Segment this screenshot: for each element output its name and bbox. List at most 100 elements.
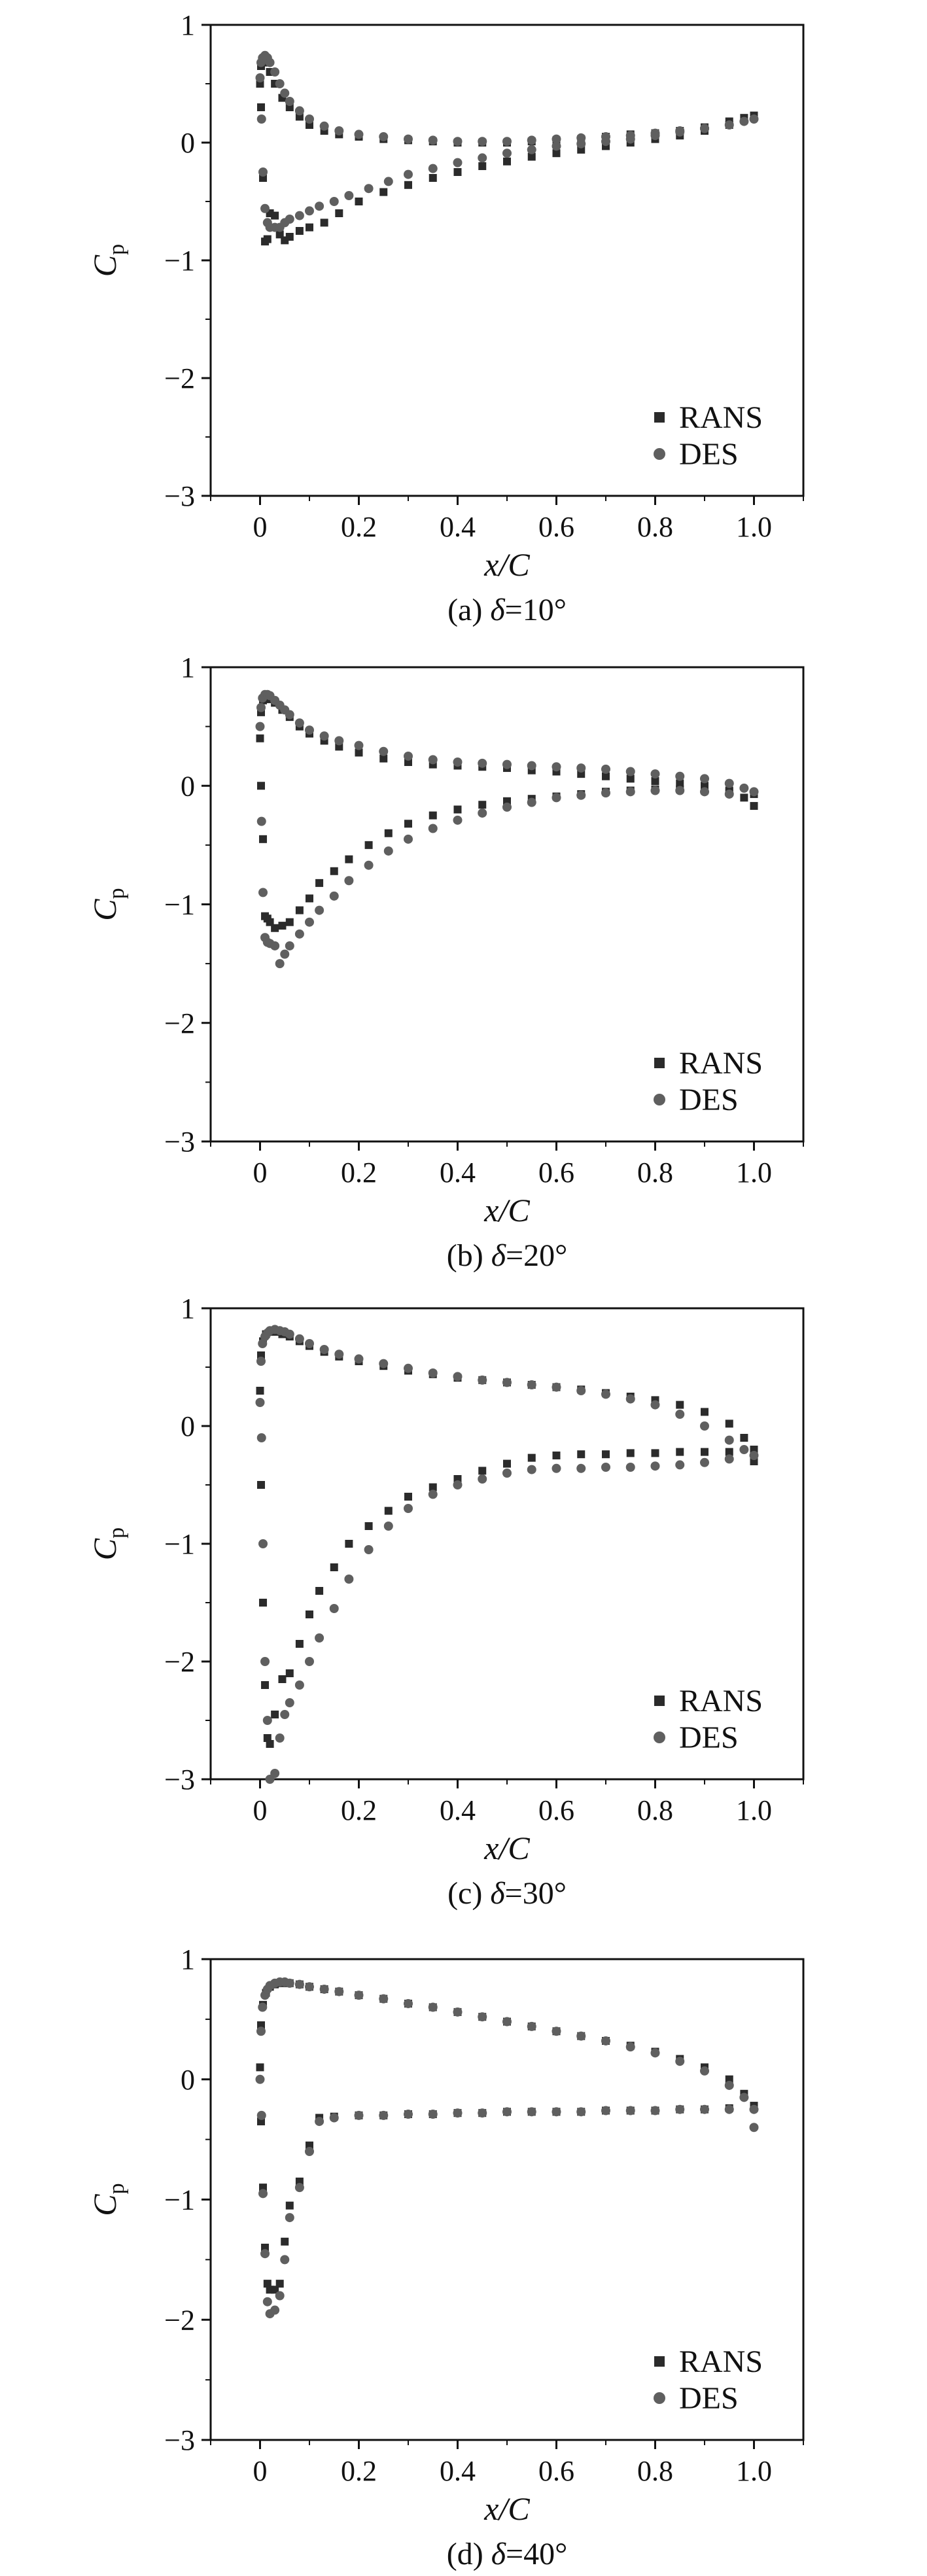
y-tick-label: 0: [181, 127, 195, 159]
data-point-des: [285, 97, 294, 106]
data-point-des: [260, 1657, 270, 1666]
data-point-des: [502, 137, 512, 147]
data-point-des: [305, 917, 314, 927]
data-point-des: [551, 1382, 561, 1392]
series-des: [255, 1977, 759, 2319]
data-point-rans: [278, 1675, 287, 1683]
caption-symbol: δ: [491, 2537, 506, 2571]
data-point-des: [354, 1354, 364, 1364]
data-point-des: [650, 786, 660, 795]
data-point-des: [700, 774, 709, 784]
data-point-rans: [750, 802, 758, 810]
data-point-des: [294, 1680, 304, 1690]
data-point-des: [527, 1465, 536, 1474]
data-point-des: [305, 206, 314, 216]
y-tick-label: −3: [164, 2424, 195, 2456]
legend-marker-des: [654, 2392, 665, 2404]
data-point-des: [428, 135, 438, 145]
data-point-des: [329, 2113, 339, 2123]
data-point-des: [256, 1433, 266, 1442]
data-point-des: [275, 1733, 285, 1743]
data-point-des: [576, 763, 586, 773]
data-point-des: [344, 876, 354, 886]
y-axis-title-subscript: p: [105, 2183, 129, 2194]
data-point-des: [739, 2093, 749, 2102]
data-point-des: [453, 1372, 463, 1382]
data-point-des: [527, 1380, 536, 1389]
data-point-des: [364, 1545, 374, 1554]
data-point-des: [280, 88, 290, 98]
data-point-des: [319, 731, 329, 741]
legend-label-des: DES: [679, 1720, 739, 1755]
x-tick-label: 0.4: [440, 2455, 476, 2487]
data-point-des: [739, 116, 749, 126]
data-point-des: [404, 1363, 413, 1373]
data-point-rans: [478, 162, 487, 170]
data-point-rans: [626, 1449, 635, 1457]
data-point-rans: [271, 2286, 279, 2294]
y-axis-title-main: C: [86, 2194, 123, 2216]
data-point-des: [601, 764, 610, 774]
legend-label-des: DES: [679, 1083, 739, 1117]
data-point-rans: [320, 218, 328, 227]
data-point-des: [527, 135, 536, 145]
caption-symbol: δ: [490, 1876, 505, 1911]
data-point-rans: [355, 198, 363, 205]
data-point-des: [625, 787, 635, 797]
data-point-des: [551, 762, 561, 772]
x-tick-label: 0.2: [341, 1794, 377, 1826]
data-point-des: [601, 788, 610, 798]
data-point-des: [285, 215, 294, 224]
data-point-des: [527, 145, 536, 154]
data-point-rans: [271, 211, 279, 220]
data-point-des: [601, 2036, 610, 2045]
x-tick-label: 0.8: [637, 1794, 673, 1826]
data-point-des: [256, 703, 266, 712]
data-point-rans: [285, 233, 294, 241]
data-point-rans: [404, 820, 412, 828]
series-rans: [256, 1979, 758, 2294]
data-point-rans: [256, 2063, 264, 2072]
data-point-des: [275, 2291, 285, 2301]
data-point-des: [262, 2297, 272, 2306]
data-point-des: [262, 1716, 272, 1725]
data-point-des: [478, 2108, 487, 2118]
y-axis-title: Cp: [86, 244, 129, 277]
caption-suffix: =20°: [506, 1238, 567, 1273]
data-point-des: [453, 757, 463, 767]
data-point-des: [315, 2117, 324, 2127]
data-point-des: [280, 2255, 290, 2265]
data-point-rans: [315, 879, 324, 887]
y-axis-title-subscript: p: [105, 888, 129, 899]
data-point-des: [315, 1633, 324, 1643]
data-point-des: [256, 2110, 266, 2120]
data-point-des: [319, 121, 329, 131]
data-point-des: [576, 139, 586, 148]
y-tick-label: −1: [164, 2184, 195, 2216]
data-point-des: [285, 2213, 294, 2223]
data-point-des: [256, 114, 266, 124]
y-tick-label: −2: [164, 362, 195, 394]
data-point-rans: [257, 782, 266, 790]
data-point-des: [280, 1710, 290, 1719]
data-point-rans: [295, 1640, 304, 1648]
data-point-des: [404, 1998, 413, 2008]
data-point-des: [478, 758, 487, 768]
data-point-des: [256, 2027, 266, 2036]
data-point-rans: [552, 1452, 561, 1459]
x-tick-label: 0.6: [538, 1157, 574, 1189]
data-point-des: [700, 2066, 709, 2076]
data-point-des: [625, 1394, 635, 1404]
data-point-des: [354, 2110, 364, 2120]
caption-suffix: =30°: [505, 1876, 567, 1911]
legend-marker-rans: [654, 1058, 665, 1068]
data-point-rans: [478, 1467, 487, 1475]
data-point-rans: [257, 103, 266, 111]
data-point-rans: [285, 2201, 294, 2210]
data-point-des: [428, 2002, 438, 2012]
data-point-des: [675, 2057, 685, 2066]
x-tick-label: 1.0: [736, 2455, 772, 2487]
data-point-rans: [295, 906, 304, 914]
